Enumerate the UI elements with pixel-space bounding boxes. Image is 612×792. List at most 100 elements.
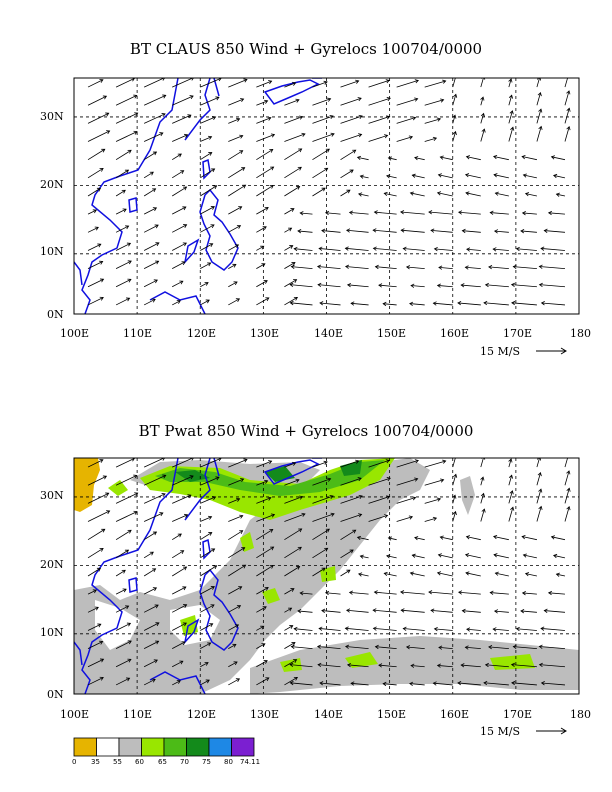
wind-vector [284,461,297,468]
wind-vector [289,662,313,668]
legend-label-55: 55 [113,758,122,766]
wind-vector [143,640,160,649]
wind-vector [256,297,270,306]
panel1-xlabel-180: 180 [570,327,591,340]
wind-vector [452,78,456,88]
wind-vector [439,155,453,161]
wind-vector [382,681,397,687]
wind-vector [396,116,417,124]
wind-vector [256,149,274,161]
wind-vector [256,643,266,649]
wind-vector [143,551,154,559]
wind-vector [409,571,425,577]
wind-vector [493,534,509,541]
wind-vector [228,263,237,269]
wind-vector [115,260,132,269]
wind-vector [115,658,132,668]
wind-vector [465,535,481,541]
wind-vector [115,605,130,613]
wind-vector [340,79,360,88]
wind-vector [358,192,369,197]
pwat-lgreen-2 [108,480,128,496]
wind-vector [340,459,360,468]
wind-vector [508,126,515,142]
pwat-shading [74,458,579,694]
wind-vector [409,191,425,197]
wind-vector [494,191,509,197]
wind-vector [143,151,158,161]
wind-vector [312,512,335,522]
wind-vector [538,264,566,270]
panel2-title: BT Pwat 850 Wind + Gyrelocs 100704/0000 [138,422,474,440]
panel2-xlabel-140e: 140E [314,708,344,721]
wind-vector [396,135,414,142]
wind-vector [319,301,341,306]
wind-vector [171,186,188,197]
panel2-coast-japan [263,458,322,485]
wind-vector [284,245,294,251]
wind-vector [345,264,369,270]
wind-vector [430,228,453,233]
wind-vector [550,155,566,161]
wind-vector [346,228,369,233]
panel1-xlabel-110e: 110E [123,327,153,340]
wind-vector [524,572,538,577]
wind-vector [536,458,542,468]
wind-vector [493,553,509,559]
wind-vector [256,546,275,559]
wind-vector [297,229,313,234]
wind-vector [115,225,130,233]
wind-vector [396,515,414,522]
wind-vector [87,459,104,468]
wind-vector [452,458,456,468]
wind-vector [358,572,369,577]
wind-vector [87,623,102,631]
panel1-coast-japan [263,78,322,105]
wind-vector [553,173,566,179]
wind-vector [228,586,243,595]
wind-vector [424,98,445,106]
wind-vector [228,661,238,668]
wind-vector [284,528,303,541]
panel1-reference-arrow [536,347,567,355]
wind-vector [284,186,301,197]
legend-label-75: 75 [202,758,211,766]
wind-vector [172,680,181,686]
panel2-xlabel-130e: 130E [250,708,280,721]
wind-vector [538,282,566,288]
wind-vector [115,677,131,686]
panel1-coast-palawan [183,238,200,265]
wind-vector [492,247,509,252]
wind-vector [87,187,102,197]
wind-vector [172,641,186,649]
wind-vector [346,608,369,613]
wind-vector [228,678,241,686]
wind-vector [228,530,244,541]
wind-vector [424,79,447,88]
wind-vector [493,173,509,179]
wind-vector [143,659,158,668]
wind-vector [524,192,538,197]
wind-vector [543,608,566,613]
wind-vector [522,173,538,179]
wind-vector [172,95,194,106]
wind-vector [172,622,187,631]
legend-colorbar [73,737,255,757]
wind-vector [228,117,241,124]
wind-vector [87,658,105,668]
wind-vector [289,680,313,686]
wind-vector [368,79,390,88]
wind-vector [493,154,509,161]
wind-vector [312,547,329,559]
wind-vector [411,553,425,559]
panel2-ylabel-0n: 0N [47,688,64,701]
wind-vector [433,246,453,252]
wind-vector [228,514,244,522]
wind-vector [317,662,341,668]
wind-vector [346,282,369,288]
wind-vector [372,626,397,631]
wind-vector [115,78,136,88]
panel1-grid [74,78,579,314]
panel1-wind-vectors [87,78,571,307]
wind-vector [452,494,457,504]
